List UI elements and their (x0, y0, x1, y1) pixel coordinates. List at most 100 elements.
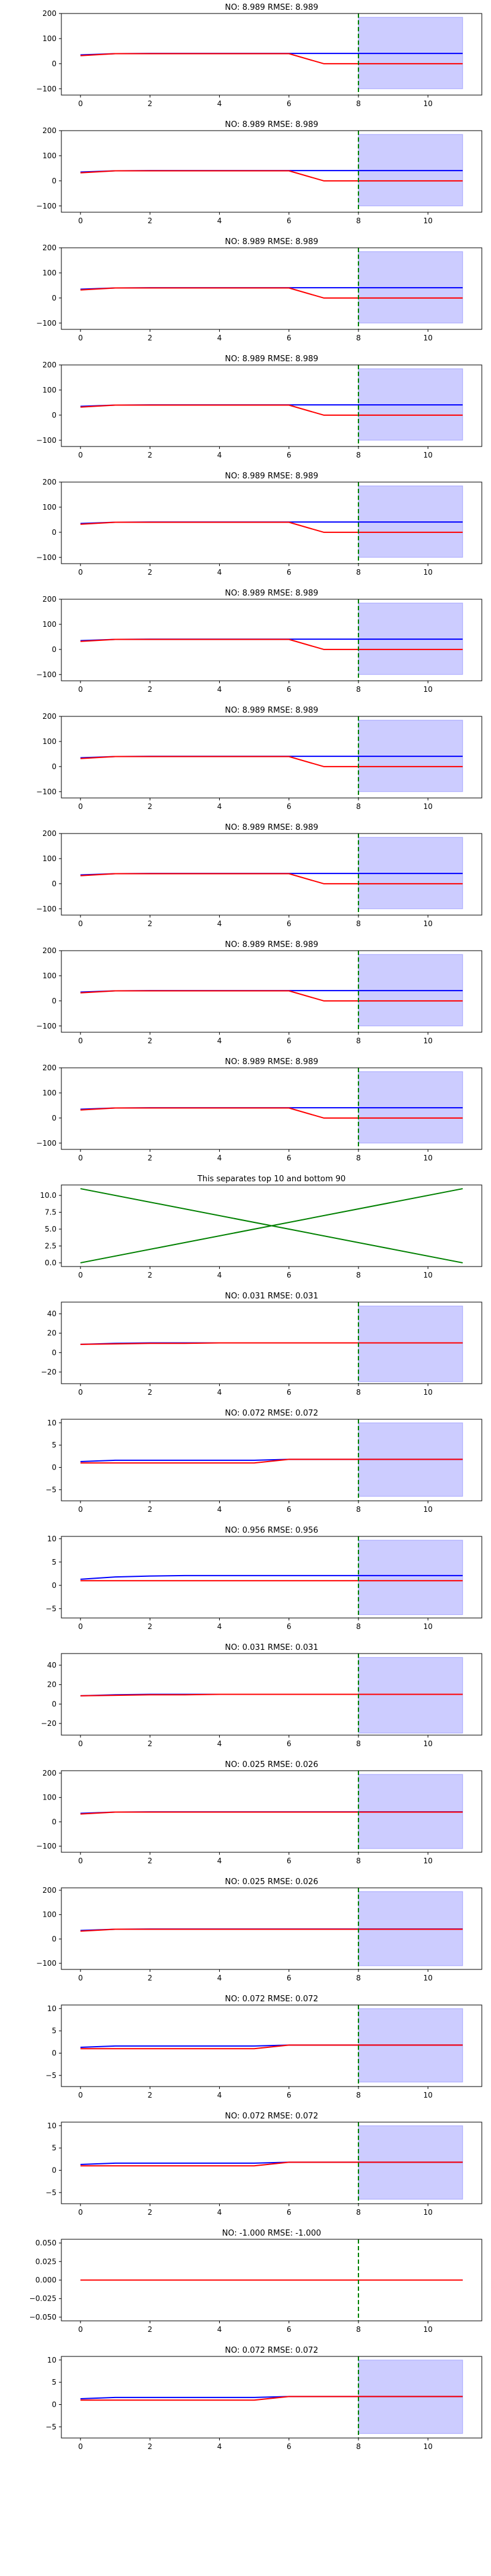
y-tick-label: −100 (36, 553, 56, 562)
series-line-0 (80, 1574, 463, 1580)
y-tick-label: −100 (36, 788, 56, 796)
x-tick-label: 10 (423, 2325, 433, 2334)
x-tick-label: 4 (217, 1505, 222, 1514)
x-tick-label: 2 (148, 1974, 153, 1982)
x-tick-label: 2 (148, 802, 153, 811)
x-tick-label: 0 (78, 99, 83, 108)
x-tick-label: 2 (148, 2325, 153, 2334)
series-line-1 (80, 1693, 463, 1696)
series-line-1 (80, 1459, 463, 1464)
chart-title: NO: 0.072 RMSE: 0.072 (225, 1409, 318, 1418)
x-tick-label: 4 (217, 1974, 222, 1982)
x-tick-label: 2 (148, 451, 153, 459)
x-tick-label: 10 (423, 451, 433, 459)
series-line-1 (80, 404, 463, 416)
chart-panel: NO: -1.000 RMSE: -1.000 0 2 4 6 8 10 −0.050 −0.0… (0, 2226, 491, 2343)
x-tick-label: 2 (148, 2208, 153, 2217)
chart-panel: NO: 8.989 RMSE: 8.989 0 2 4 6 8 10 −100 0 100 200 (0, 586, 491, 703)
chart-svg: NO: 8.989 RMSE: 8.989 0 2 4 6 8 10 −100 0 100 200 (36, 940, 482, 1045)
x-tick-label: 6 (287, 1388, 292, 1397)
y-tick-label: 0.0 (45, 1259, 56, 1267)
x-tick-label: 4 (217, 334, 222, 342)
x-tick-label: 0 (78, 919, 83, 928)
x-tick-label: 8 (356, 2442, 361, 2451)
x-tick-label: 0 (78, 568, 83, 577)
x-tick-label: 10 (423, 217, 433, 225)
x-tick-label: 6 (287, 1154, 292, 1162)
x-tick-label: 8 (356, 451, 361, 459)
y-tick-label: −20 (41, 1368, 56, 1376)
y-tick-label: 100 (42, 269, 56, 277)
y-tick-label: −100 (36, 1139, 56, 1148)
y-tick-label: −100 (36, 436, 56, 445)
y-tick-label: 20 (47, 1681, 56, 1689)
chart-title: NO: 8.989 RMSE: 8.989 (225, 589, 318, 598)
prediction-band (358, 1657, 463, 1734)
x-tick-label: 2 (148, 1271, 153, 1279)
axes-frame (61, 1184, 482, 1267)
x-tick-label: 2 (148, 2442, 153, 2451)
y-tick-label: 200 (42, 1064, 56, 1072)
series-line-1 (80, 1107, 463, 1119)
y-tick-label: 10 (47, 1419, 56, 1427)
x-tick-label: 6 (287, 802, 292, 811)
y-tick-label: 0.025 (36, 2257, 56, 2266)
x-tick-label: 2 (148, 919, 153, 928)
x-tick-label: 0 (78, 217, 83, 225)
x-tick-label: 10 (423, 1974, 433, 1982)
chart-panel: NO: 0.025 RMSE: 0.026 0 2 4 6 8 10 −100 0 100 200 (0, 1874, 491, 1991)
chart-panel: NO: 8.989 RMSE: 8.989 0 2 4 6 8 10 −100 0 100 200 (0, 117, 491, 234)
x-tick-label: 8 (356, 1037, 361, 1045)
x-tick-label: 8 (356, 1505, 361, 1514)
series-line-1 (80, 2161, 463, 2167)
chart-title: NO: 0.025 RMSE: 0.026 (225, 1760, 318, 1769)
chart-title: NO: 8.989 RMSE: 8.989 (225, 237, 318, 247)
axes-frame (61, 2122, 482, 2204)
y-tick-label: 0 (52, 1348, 56, 1357)
x-tick-label: 4 (217, 1154, 222, 1162)
axes-frame (61, 364, 482, 447)
chart-svg: NO: 8.989 RMSE: 8.989 0 2 4 6 8 10 −100 0 100 200 (36, 589, 482, 694)
series-line-1 (80, 1342, 463, 1345)
y-tick-label: 200 (42, 946, 56, 955)
chart-panel: NO: 0.956 RMSE: 0.956 0 2 4 6 8 10 −5 0 5 10 (0, 1523, 491, 1640)
x-tick-label: 8 (356, 685, 361, 694)
x-tick-label: 10 (423, 1154, 433, 1162)
y-tick-label: 200 (42, 1769, 56, 1777)
chart-svg: NO: 8.989 RMSE: 8.989 0 2 4 6 8 10 −100 0 100 200 (36, 1057, 482, 1162)
x-tick-label: 4 (217, 2325, 222, 2334)
axes-frame (61, 1419, 482, 1501)
y-tick-label: 10.0 (40, 1191, 56, 1200)
x-tick-label: 8 (356, 2091, 361, 2099)
x-tick-label: 0 (78, 1857, 83, 1865)
x-tick-label: 8 (356, 2208, 361, 2217)
y-tick-label: −100 (36, 905, 56, 913)
chart-panel: NO: 8.989 RMSE: 8.989 0 2 4 6 8 10 −100 0 100 200 (0, 351, 491, 469)
y-tick-label: −5 (45, 2071, 56, 2080)
chart-svg: NO: 0.072 RMSE: 0.072 0 2 4 6 8 10 −5 0 5 10 (45, 2346, 482, 2451)
chart-svg: NO: 0.072 RMSE: 0.072 0 2 4 6 8 10 −5 0 5 10 (45, 1409, 482, 1514)
chart-panel: NO: 0.072 RMSE: 0.072 0 2 4 6 8 10 −5 0 5 10 (0, 2109, 491, 2226)
y-tick-label: 100 (42, 972, 56, 980)
series-line-1 (80, 756, 463, 767)
axes-frame (61, 1536, 482, 1619)
chart-svg: NO: 0.025 RMSE: 0.026 0 2 4 6 8 10 −100 0 100 200 (36, 1760, 482, 1865)
y-tick-label: 200 (42, 478, 56, 486)
x-tick-label: 4 (217, 1622, 222, 1631)
x-tick-label: 10 (423, 2208, 433, 2217)
x-tick-label: 0 (78, 2442, 83, 2451)
chart-title: NO: 0.956 RMSE: 0.956 (225, 1526, 318, 1535)
x-tick-label: 4 (217, 1037, 222, 1045)
chart-panel: NO: 0.072 RMSE: 0.072 0 2 4 6 8 10 −5 0 5 10 (0, 2343, 491, 2460)
y-tick-label: 0 (52, 1934, 56, 1943)
x-tick-label: 6 (287, 1622, 292, 1631)
axes-frame (61, 950, 482, 1033)
x-tick-label: 0 (78, 334, 83, 342)
x-tick-label: 8 (356, 1271, 361, 1279)
series-line-1 (80, 1928, 463, 1932)
x-tick-label: 10 (423, 1857, 433, 1865)
chart-svg: This separates top 10 and bottom 90 0 2 4 6 8… (40, 1175, 482, 1279)
x-tick-label: 2 (148, 99, 153, 108)
y-tick-label: 0 (52, 1463, 56, 1471)
